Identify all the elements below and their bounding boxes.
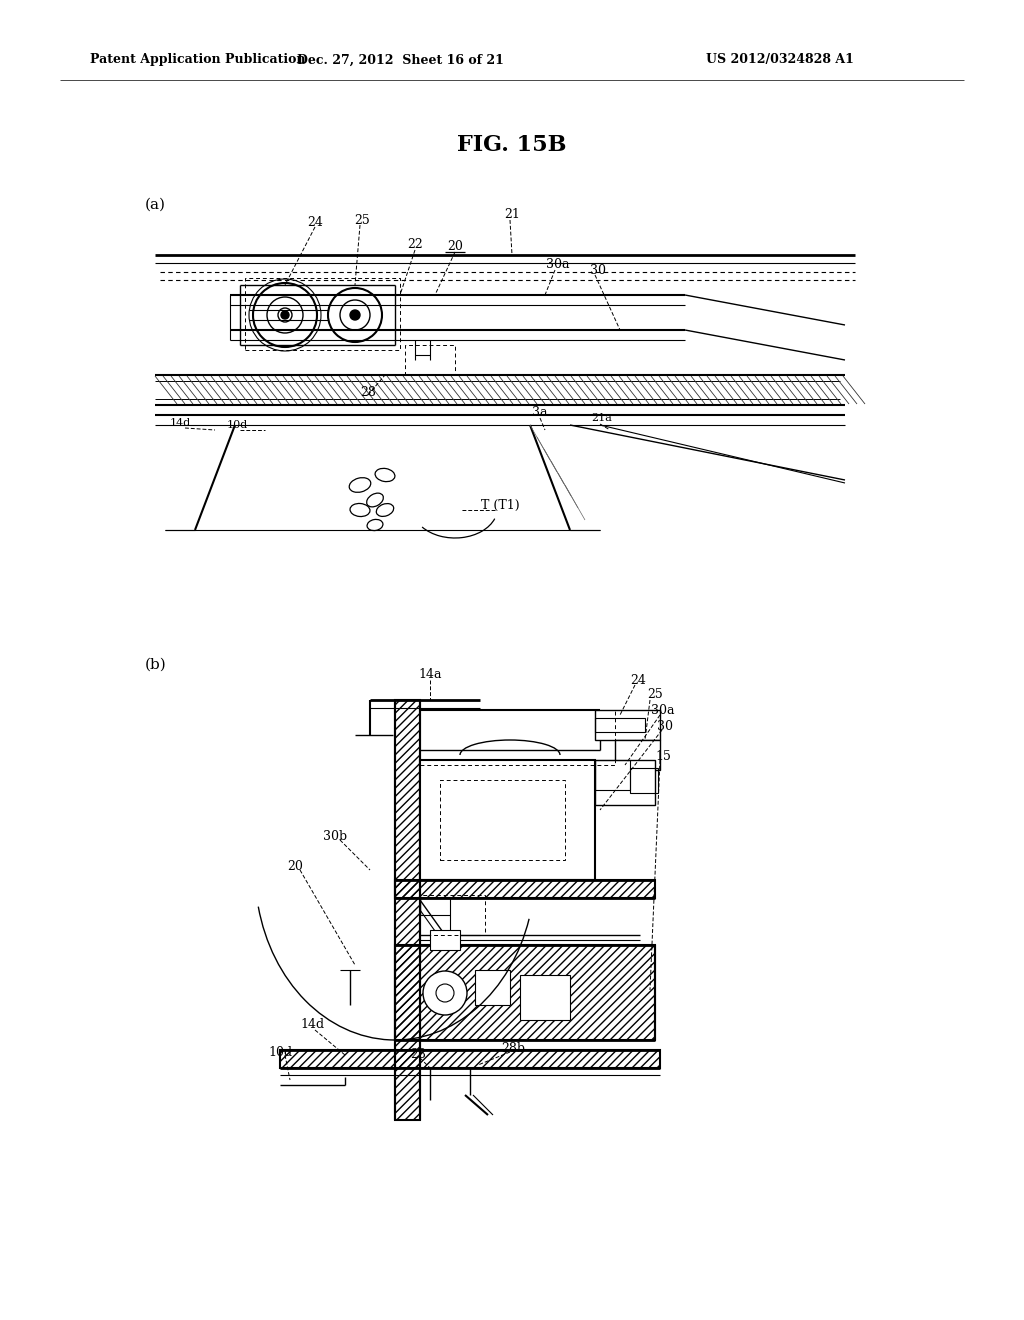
Bar <box>595 718 645 733</box>
Text: 24: 24 <box>307 215 323 228</box>
Bar <box>520 975 570 1020</box>
Bar <box>280 1049 660 1068</box>
Text: 30: 30 <box>590 264 606 276</box>
Text: 21a: 21a <box>592 413 612 422</box>
Text: 15: 15 <box>655 751 671 763</box>
Text: 30: 30 <box>657 719 673 733</box>
Circle shape <box>350 310 360 319</box>
Circle shape <box>423 972 467 1015</box>
Text: (b): (b) <box>145 657 167 672</box>
Bar <box>615 741 660 770</box>
Text: 25: 25 <box>354 214 370 227</box>
Text: 14d: 14d <box>169 418 190 428</box>
Text: 20: 20 <box>447 240 463 253</box>
Bar <box>395 880 655 898</box>
Text: 14a: 14a <box>418 668 441 681</box>
Text: 21: 21 <box>504 209 520 222</box>
Bar <box>595 760 655 805</box>
Text: 14d: 14d <box>300 1019 324 1031</box>
Text: 20: 20 <box>287 859 303 873</box>
Text: 28b: 28b <box>501 1041 525 1055</box>
Bar <box>420 710 615 766</box>
Text: 30a: 30a <box>546 259 569 272</box>
Text: 10d: 10d <box>226 420 248 430</box>
Text: US 2012/0324828 A1: US 2012/0324828 A1 <box>707 54 854 66</box>
Circle shape <box>278 308 292 322</box>
Text: 25: 25 <box>647 689 663 701</box>
Bar <box>420 895 485 935</box>
Bar <box>595 760 630 789</box>
Text: Dec. 27, 2012  Sheet 16 of 21: Dec. 27, 2012 Sheet 16 of 21 <box>297 54 504 66</box>
Text: T (T1): T (T1) <box>480 499 519 511</box>
Bar <box>630 768 658 793</box>
Bar <box>395 945 655 1040</box>
Bar <box>430 931 460 950</box>
Text: FIG. 15B: FIG. 15B <box>458 135 566 156</box>
Text: 30b: 30b <box>323 830 347 843</box>
Text: (a): (a) <box>145 198 166 213</box>
Bar <box>395 700 420 1119</box>
Text: Patent Application Publication: Patent Application Publication <box>90 54 305 66</box>
Text: 30a: 30a <box>651 704 675 717</box>
Text: 22: 22 <box>408 239 423 252</box>
Text: 3a: 3a <box>532 407 548 420</box>
Bar <box>406 345 455 375</box>
Text: 24: 24 <box>630 673 646 686</box>
Text: 10d: 10d <box>268 1045 292 1059</box>
Text: 28: 28 <box>360 385 376 399</box>
Bar <box>245 279 400 350</box>
Text: 28: 28 <box>410 1048 426 1060</box>
Circle shape <box>281 312 289 319</box>
Bar <box>440 780 565 861</box>
Bar <box>475 970 510 1005</box>
Bar <box>420 760 595 880</box>
Bar <box>595 710 660 741</box>
